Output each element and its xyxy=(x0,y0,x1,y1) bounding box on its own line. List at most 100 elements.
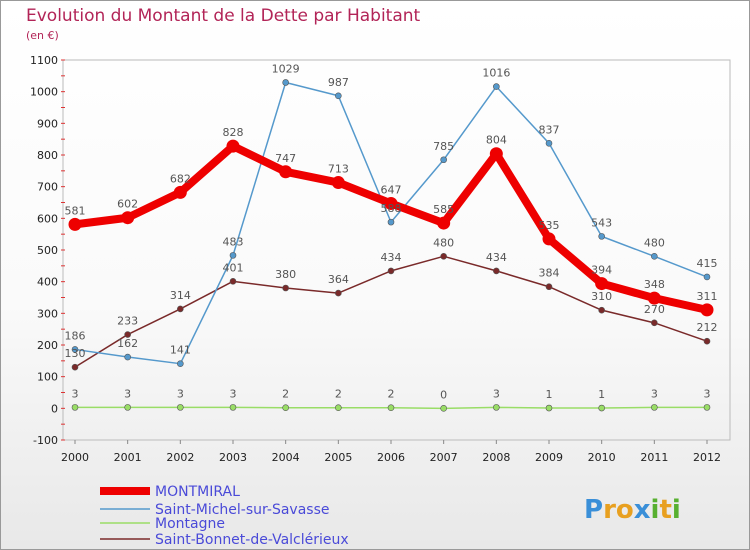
y-tick-label: 300 xyxy=(37,307,58,320)
data-label: 3 xyxy=(230,387,237,400)
y-tick-label: 700 xyxy=(37,181,58,194)
y-tick-label: -100 xyxy=(33,434,58,447)
data-point xyxy=(177,360,184,367)
x-tick-label: 2012 xyxy=(693,451,721,464)
data-point xyxy=(651,253,658,260)
data-label: 747 xyxy=(275,152,296,165)
data-label: 364 xyxy=(328,273,349,286)
data-point xyxy=(124,404,131,411)
data-point xyxy=(71,363,79,371)
data-point xyxy=(71,404,79,411)
data-point xyxy=(387,218,395,226)
x-tick-label: 2005 xyxy=(324,451,352,464)
data-point xyxy=(493,404,500,411)
data-point xyxy=(493,267,500,275)
x-tick-label: 2010 xyxy=(588,451,616,464)
x-tick-label: 2011 xyxy=(640,451,668,464)
x-tick-label: 2001 xyxy=(114,451,142,464)
data-point xyxy=(68,217,82,231)
legend-label: Montagne xyxy=(155,516,225,532)
x-tick-label: 2000 xyxy=(61,451,89,464)
data-label: 713 xyxy=(328,163,349,176)
data-label: 581 xyxy=(65,204,86,217)
data-label: 314 xyxy=(170,289,191,302)
data-label: 480 xyxy=(644,236,665,249)
data-point xyxy=(335,289,342,297)
data-point xyxy=(598,404,605,412)
data-label: 348 xyxy=(644,278,665,291)
y-tick-label: 0 xyxy=(51,402,58,415)
data-point xyxy=(489,147,503,161)
data-label: 162 xyxy=(117,337,138,350)
data-label: 380 xyxy=(275,268,296,281)
data-point xyxy=(440,405,447,412)
data-point xyxy=(173,185,187,199)
data-point xyxy=(440,253,447,260)
data-point xyxy=(703,404,711,411)
data-label: 1 xyxy=(598,388,605,401)
data-label: 3 xyxy=(651,387,658,400)
proxiti-logo: Proxiti xyxy=(584,495,681,525)
data-point xyxy=(124,331,131,338)
data-label: 837 xyxy=(539,123,560,136)
data-point xyxy=(387,404,395,412)
data-point xyxy=(651,404,658,411)
data-label: 828 xyxy=(223,126,244,139)
data-label: 1016 xyxy=(482,67,510,80)
data-point xyxy=(335,92,342,100)
data-point xyxy=(229,252,237,259)
data-label: 3 xyxy=(124,387,131,400)
data-label: 233 xyxy=(117,315,138,328)
data-label: 483 xyxy=(223,235,244,248)
data-label: 1029 xyxy=(272,62,300,75)
data-label: 434 xyxy=(486,251,507,264)
data-point xyxy=(545,139,553,147)
axes: -100 0 100 200 300 400 500 600 700 800 900 1000 1100… xyxy=(30,54,731,464)
x-tick-label: 2008 xyxy=(482,451,510,464)
data-label: 682 xyxy=(170,172,191,185)
x-tick-label: 2007 xyxy=(430,451,458,464)
data-point xyxy=(229,404,237,411)
legend-label: Saint-Bonnet-de-Valclérieux xyxy=(155,532,349,548)
data-point xyxy=(647,291,661,305)
data-point xyxy=(703,273,711,281)
y-tick-label: 800 xyxy=(37,149,58,162)
x-tick-label: 2003 xyxy=(219,451,247,464)
data-label: 394 xyxy=(591,264,612,277)
data-label: 401 xyxy=(223,261,244,274)
data-label: 543 xyxy=(591,216,612,229)
data-point xyxy=(229,278,237,285)
x-tick-label: 2009 xyxy=(535,451,563,464)
data-label: 535 xyxy=(539,219,560,232)
data-point xyxy=(335,404,342,412)
data-point xyxy=(493,83,500,90)
data-point xyxy=(121,211,135,225)
data-label: 588 xyxy=(381,202,402,215)
data-point xyxy=(545,283,553,291)
data-point xyxy=(384,196,398,210)
data-label: 311 xyxy=(697,290,718,303)
data-point xyxy=(598,233,605,240)
data-label: 3 xyxy=(177,387,184,400)
data-label: 1 xyxy=(546,388,553,401)
data-point xyxy=(282,404,289,412)
data-point xyxy=(282,284,289,292)
data-point xyxy=(71,346,79,353)
data-label: 602 xyxy=(117,198,138,211)
data-label: 3 xyxy=(493,387,500,400)
data-point xyxy=(598,306,605,314)
data-point xyxy=(177,404,184,411)
data-point xyxy=(124,353,131,361)
data-label: 212 xyxy=(697,321,718,334)
data-label: 310 xyxy=(591,290,612,303)
data-point xyxy=(542,232,556,246)
data-label: 186 xyxy=(65,329,86,342)
y-tick-label: 100 xyxy=(37,371,58,384)
data-point xyxy=(595,277,609,291)
y-tick-label: 400 xyxy=(37,276,58,289)
y-tick-label: 500 xyxy=(37,244,58,257)
data-label: 415 xyxy=(697,257,718,270)
data-label: 384 xyxy=(539,267,560,280)
